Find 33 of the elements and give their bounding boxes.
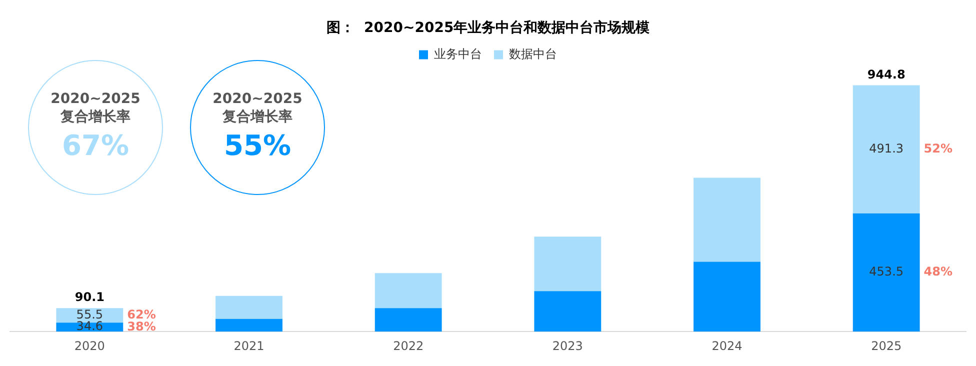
x-tick-label: 2020 (74, 338, 105, 353)
bar (534, 236, 602, 292)
legend-label: 业务中台 (434, 46, 482, 61)
annotation: 48% (924, 264, 953, 279)
ring-badge: 2020~2025 复合增长率 55% (190, 60, 325, 195)
annotation: 2020~2025 复合增长率 67% (50, 90, 140, 164)
annotation: 62% (127, 307, 156, 322)
legend-label: 数据中台 (509, 46, 557, 61)
annotation: 52% (924, 141, 953, 156)
x-tick-label: 2021 (234, 338, 264, 353)
data-label: 453.5 (869, 264, 904, 279)
bar (216, 318, 282, 332)
bar (694, 262, 760, 332)
bar (374, 273, 442, 308)
data-label: 34.6 (76, 319, 104, 334)
annotation: 38% (127, 320, 156, 334)
bar (852, 85, 920, 214)
x-tick-label: 2022 (393, 338, 424, 353)
data-label: 55.5 (76, 307, 104, 322)
bar (852, 213, 920, 332)
bar (374, 308, 442, 332)
x-tick-label: 2025 (871, 338, 902, 353)
ring-badge: 2020~2025 复合增长率 67% (28, 60, 163, 195)
bar (694, 178, 760, 262)
total-label: 90.1 (74, 290, 104, 304)
annotation: 2020~2025 复合增长率 55% (212, 90, 302, 164)
x-tick-label: 2023 (552, 338, 583, 353)
data-label: 491.3 (869, 141, 904, 156)
total-label: 944.8 (867, 67, 906, 82)
bar (216, 296, 282, 319)
chart-title: 图： 2020~2025年业务中台和数据中台市场规模 (326, 19, 651, 36)
x-tick-label: 2024 (712, 338, 742, 353)
bar (534, 291, 602, 332)
